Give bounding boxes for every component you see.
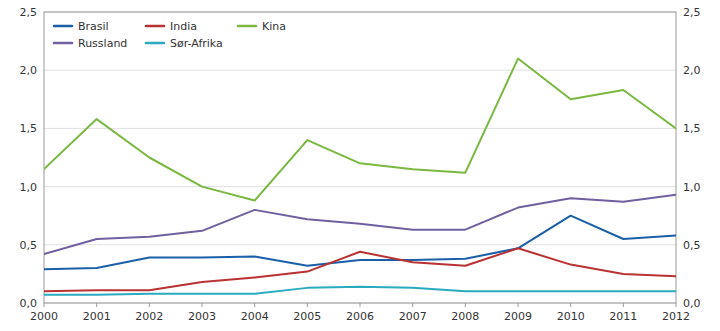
legend-label: Sør-Afrika <box>170 37 223 50</box>
x-tick <box>202 303 203 307</box>
x-tick <box>96 303 97 307</box>
x-tick <box>44 303 45 307</box>
legend-swatch <box>238 25 256 28</box>
x-tick <box>623 303 624 307</box>
legend-label: India <box>170 20 197 33</box>
x-tick-label: 2002 <box>135 310 163 323</box>
y2-tick-label: 2,0 <box>683 64 701 77</box>
y2-tick-label: 1,5 <box>683 122 701 135</box>
x-tick-label: 2009 <box>504 310 532 323</box>
legend: Brasil India Kina Russland Sør-Afrika <box>54 20 286 50</box>
x-tick <box>254 303 255 307</box>
y2-tick-label: 2,5 <box>683 6 701 19</box>
legend-label: Kina <box>262 20 286 33</box>
series-line <box>44 195 676 254</box>
legend-label: Brasil <box>78 20 109 33</box>
x-tick <box>676 303 677 307</box>
chart: 0,0 0,5 1,0 1,5 2,0 2,5 0,0 0,5 1,0 1,5 2,0 2,5 2000… <box>0 0 720 331</box>
lines <box>44 59 676 295</box>
y2-tick-label: 0,0 <box>683 297 701 310</box>
x-tick <box>360 303 361 307</box>
x-tick <box>465 303 466 307</box>
legend-swatch <box>54 42 72 45</box>
grid-line <box>44 70 676 71</box>
x-tick-label: 2003 <box>188 310 216 323</box>
series-line <box>44 287 676 295</box>
y-tick-label: 0,5 <box>20 239 38 252</box>
y2-tick-label: 0,5 <box>683 239 701 252</box>
plot-frame <box>44 12 676 303</box>
x-tick-label: 2008 <box>451 310 479 323</box>
y-tick-label: 1,0 <box>20 181 38 194</box>
x-tick-label: 2007 <box>399 310 427 323</box>
series-line <box>44 248 676 291</box>
legend-swatch <box>54 25 72 28</box>
x-tick <box>570 303 571 307</box>
x-tick-label: 2011 <box>609 310 637 323</box>
grid-line <box>44 186 676 187</box>
grid <box>44 12 676 303</box>
x-tick-label: 2004 <box>241 310 269 323</box>
x-tick <box>412 303 413 307</box>
grid-line <box>44 128 676 129</box>
y2-tick-label: 1,0 <box>683 181 701 194</box>
x-tick-label: 2005 <box>293 310 321 323</box>
x-tick <box>149 303 150 307</box>
legend-swatch <box>146 42 164 45</box>
axes: 0,0 0,5 1,0 1,5 2,0 2,5 0,0 0,5 1,0 1,5 2,0 2,5 2000… <box>20 6 701 323</box>
y-tick-label: 1,5 <box>20 122 38 135</box>
x-tick-label: 2000 <box>30 310 58 323</box>
x-tick <box>307 303 308 307</box>
y-tick-label: 2,0 <box>20 64 38 77</box>
y-tick-label: 2,5 <box>20 6 38 19</box>
x-tick-label: 2010 <box>557 310 585 323</box>
x-tick-label: 2012 <box>662 310 690 323</box>
series-line <box>44 59 676 201</box>
x-tick <box>518 303 519 307</box>
grid-line <box>44 244 676 245</box>
legend-label: Russland <box>78 37 127 50</box>
y-tick-label: 0,0 <box>20 297 38 310</box>
x-tick-label: 2006 <box>346 310 374 323</box>
legend-swatch <box>146 25 164 28</box>
x-tick-label: 2001 <box>83 310 111 323</box>
